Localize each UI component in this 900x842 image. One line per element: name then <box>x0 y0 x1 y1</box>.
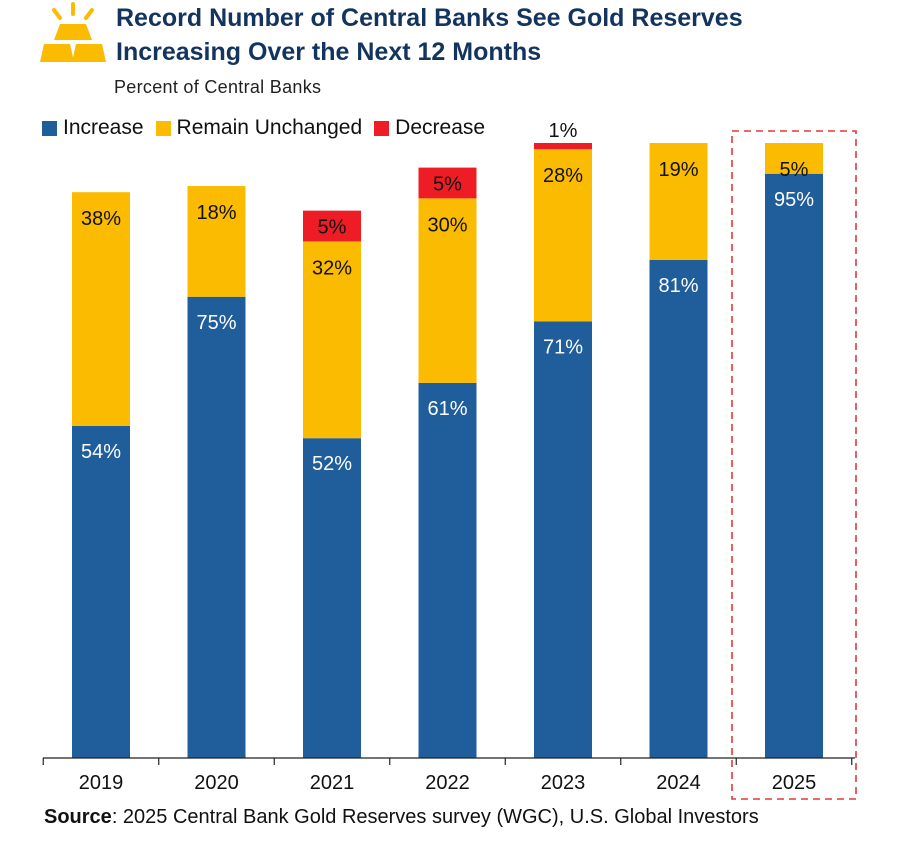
bar-increase-2020 <box>187 296 246 758</box>
x-tick-label-2020: 2020 <box>194 772 239 794</box>
bar-increase-2025 <box>765 173 823 758</box>
legend-item-unchanged: Remain Unchanged <box>155 116 363 140</box>
data-label-unchanged-2022: 30% <box>427 214 467 236</box>
bar-increase-2022 <box>418 382 477 758</box>
bar-decrease-2023 <box>534 143 592 150</box>
x-tick-label-2025: 2025 <box>772 772 817 794</box>
legend-label-unchanged: Remain Unchanged <box>176 116 363 139</box>
data-label-decrease-2021: 5% <box>318 217 347 239</box>
legend: Increase Remain Unchanged Decrease <box>42 116 497 140</box>
chart-subtitle: Percent of Central Banks <box>114 77 322 97</box>
bar-unchanged-2020 <box>187 186 246 297</box>
bar-unchanged-2024 <box>649 143 708 260</box>
data-label-unchanged-2019: 38% <box>81 208 121 230</box>
source-text: : 2025 Central Bank Gold Reserves survey… <box>111 806 759 828</box>
data-label-decrease-2022: 5% <box>433 174 462 196</box>
source-note: Source: 2025 Central Bank Gold Reserves … <box>44 806 759 829</box>
data-label-unchanged-2025: 5% <box>780 159 809 181</box>
data-label-unchanged-2024: 19% <box>658 159 698 181</box>
bar-unchanged-2023 <box>534 149 592 322</box>
legend-swatch-unchanged <box>155 120 171 136</box>
bar-increase-2019 <box>72 425 130 758</box>
legend-swatch-increase <box>42 120 57 136</box>
bar-unchanged-2021 <box>303 241 361 439</box>
source-label: Source <box>44 806 112 828</box>
legend-swatch-decrease <box>374 120 390 136</box>
chart-title-line-1: Record Number of Central Banks See Gold … <box>116 4 743 32</box>
data-label-increase-2021: 52% <box>312 453 352 475</box>
bar-increase-2023 <box>534 321 592 758</box>
legend-label-increase: Increase <box>63 116 144 139</box>
x-tick-label-2022: 2022 <box>425 772 470 794</box>
x-tick-label-2019: 2019 <box>79 772 124 794</box>
bar-increase-2024 <box>649 259 708 758</box>
bar-unchanged-2025 <box>765 143 823 174</box>
bar-decrease-2021 <box>303 210 361 242</box>
data-label-increase-2023: 71% <box>543 336 583 358</box>
data-label-unchanged-2021: 32% <box>312 257 352 279</box>
data-label-unchanged-2023: 28% <box>543 165 583 187</box>
data-label-increase-2024: 81% <box>658 275 698 297</box>
x-tick-label-2023: 2023 <box>541 772 586 794</box>
data-label-increase-2020: 75% <box>196 312 236 334</box>
gold-bars-icon <box>40 2 106 62</box>
legend-item-increase: Increase <box>42 116 144 140</box>
data-label-increase-2025: 95% <box>774 189 814 211</box>
data-label-increase-2019: 54% <box>81 441 121 463</box>
chart-title-line-2: Increasing Over the Next 12 Months <box>116 38 542 66</box>
data-label-unchanged-2020: 18% <box>196 202 236 224</box>
bar-unchanged-2022 <box>418 198 477 383</box>
x-tick-label-2024: 2024 <box>656 772 701 794</box>
data-label-decrease-2023: 1% <box>549 120 578 142</box>
bar-decrease-2022 <box>418 167 477 199</box>
bar-unchanged-2019 <box>72 192 130 426</box>
legend-label-decrease: Decrease <box>395 116 486 139</box>
x-tick-label-2021: 2021 <box>310 772 355 794</box>
data-label-increase-2022: 61% <box>427 398 467 420</box>
highlight-box <box>731 130 857 800</box>
legend-item-decrease: Decrease <box>374 116 485 140</box>
bar-increase-2021 <box>303 438 361 758</box>
